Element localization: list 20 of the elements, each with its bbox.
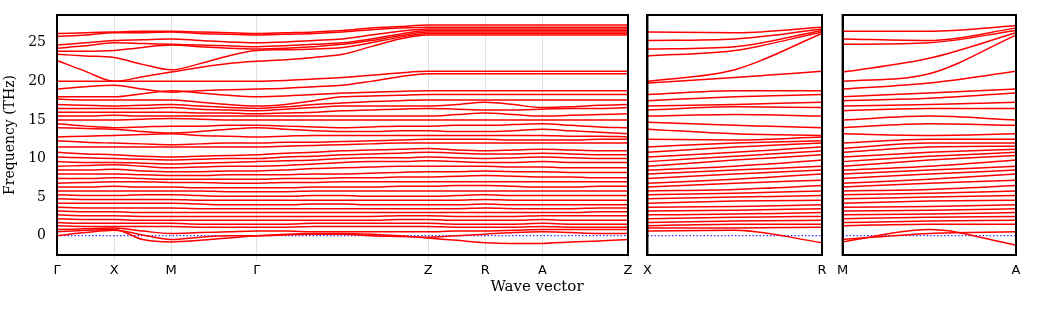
y-tick-label: 0	[37, 226, 46, 243]
x-tick-label: Γ	[53, 262, 62, 278]
y-tick-label: 20	[28, 72, 46, 89]
x-tick-label: R	[480, 262, 490, 278]
x-tick-label: M	[837, 262, 849, 278]
x-tick-label: Γ	[253, 262, 262, 278]
x-tick-label: R	[817, 262, 827, 278]
y-tick-label: 5	[37, 187, 46, 204]
y-tick-label: 25	[28, 33, 46, 50]
x-tick-label: X	[643, 262, 652, 278]
x-tick-label: Z	[623, 262, 633, 278]
y-tick-label: 15	[28, 110, 46, 127]
x-tick-label: A	[1011, 262, 1021, 278]
x-axis-title: Wave vector	[490, 277, 584, 295]
x-tick-label: A	[537, 262, 547, 278]
x-tick-label: X	[109, 262, 119, 278]
x-tick-label: M	[165, 262, 177, 278]
x-tick-label: Z	[423, 262, 433, 278]
y-tick-label: 10	[28, 149, 46, 166]
y-axis-title: Frequency (THz)	[1, 74, 18, 196]
